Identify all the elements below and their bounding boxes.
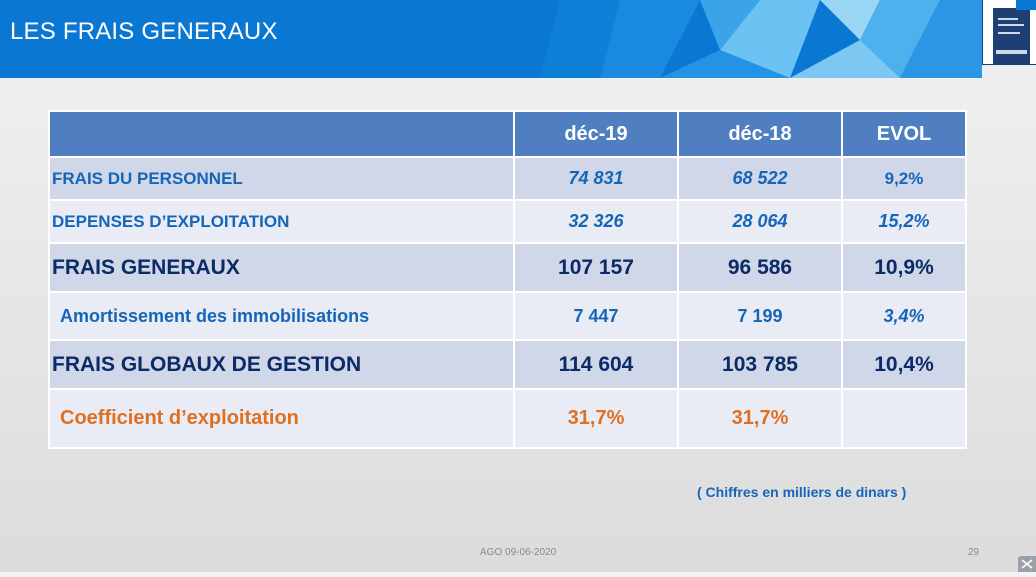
frais-generaux-table: déc-19 déc-18 EVOL FRAIS DU PERSONNEL 74… bbox=[48, 110, 967, 449]
row-label: FRAIS GLOBAUX DE GESTION bbox=[48, 339, 515, 390]
header-dec19: déc-19 bbox=[513, 110, 679, 158]
slide-title: LES FRAIS GENERAUX bbox=[10, 18, 278, 45]
value-dec19: 114 604 bbox=[513, 339, 679, 390]
value-dec18: 103 785 bbox=[677, 339, 843, 390]
table-row: Amortissement des immobilisations 7 447 … bbox=[48, 291, 967, 341]
value-dec19: 31,7% bbox=[513, 388, 679, 449]
value-evol: 15,2% bbox=[841, 199, 967, 244]
value-dec18: 96 586 bbox=[677, 242, 843, 293]
value-evol: 9,2% bbox=[841, 156, 967, 201]
row-label: FRAIS GENERAUX bbox=[48, 242, 515, 293]
header-blank-cell bbox=[48, 110, 515, 158]
value-dec18: 28 064 bbox=[677, 199, 843, 244]
table-row: DEPENSES D’EXPLOITATION 32 326 28 064 15… bbox=[48, 199, 967, 244]
header-crystal-pattern bbox=[540, 0, 982, 78]
value-dec18: 7 199 bbox=[677, 291, 843, 341]
row-label: Coefficient d’exploitation bbox=[48, 388, 515, 449]
logo-tab-decoration bbox=[1016, 0, 1036, 10]
value-evol bbox=[841, 388, 967, 449]
header-dec18: déc-18 bbox=[677, 110, 843, 158]
value-dec18: 68 522 bbox=[677, 156, 843, 201]
units-note: ( Chiffres en milliers de dinars ) bbox=[697, 484, 907, 500]
table-row: FRAIS DU PERSONNEL 74 831 68 522 9,2% bbox=[48, 156, 967, 201]
table-row: FRAIS GLOBAUX DE GESTION 114 604 103 785… bbox=[48, 339, 967, 390]
value-dec18: 31,7% bbox=[677, 388, 843, 449]
row-label: FRAIS DU PERSONNEL bbox=[48, 156, 515, 201]
value-dec19: 32 326 bbox=[513, 199, 679, 244]
row-label: Amortissement des immobilisations bbox=[48, 291, 515, 341]
table-header-row: déc-19 déc-18 EVOL bbox=[48, 110, 967, 158]
slide-header: LES FRAIS GENERAUX bbox=[0, 0, 982, 78]
value-evol: 10,9% bbox=[841, 242, 967, 293]
bank-logo-icon bbox=[982, 0, 1036, 65]
row-label: DEPENSES D’EXPLOITATION bbox=[48, 199, 515, 244]
value-dec19: 74 831 bbox=[513, 156, 679, 201]
value-dec19: 7 447 bbox=[513, 291, 679, 341]
table-row: Coefficient d’exploitation 31,7% 31,7% bbox=[48, 388, 967, 449]
header-evol: EVOL bbox=[841, 110, 967, 158]
value-dec19: 107 157 bbox=[513, 242, 679, 293]
expand-icon[interactable] bbox=[1018, 556, 1036, 572]
table-row: FRAIS GENERAUX 107 157 96 586 10,9% bbox=[48, 242, 967, 293]
footer-text: AGO 09-06-2020 bbox=[480, 547, 557, 558]
page-number: 29 bbox=[968, 547, 980, 558]
value-evol: 3,4% bbox=[841, 291, 967, 341]
value-evol: 10,4% bbox=[841, 339, 967, 390]
